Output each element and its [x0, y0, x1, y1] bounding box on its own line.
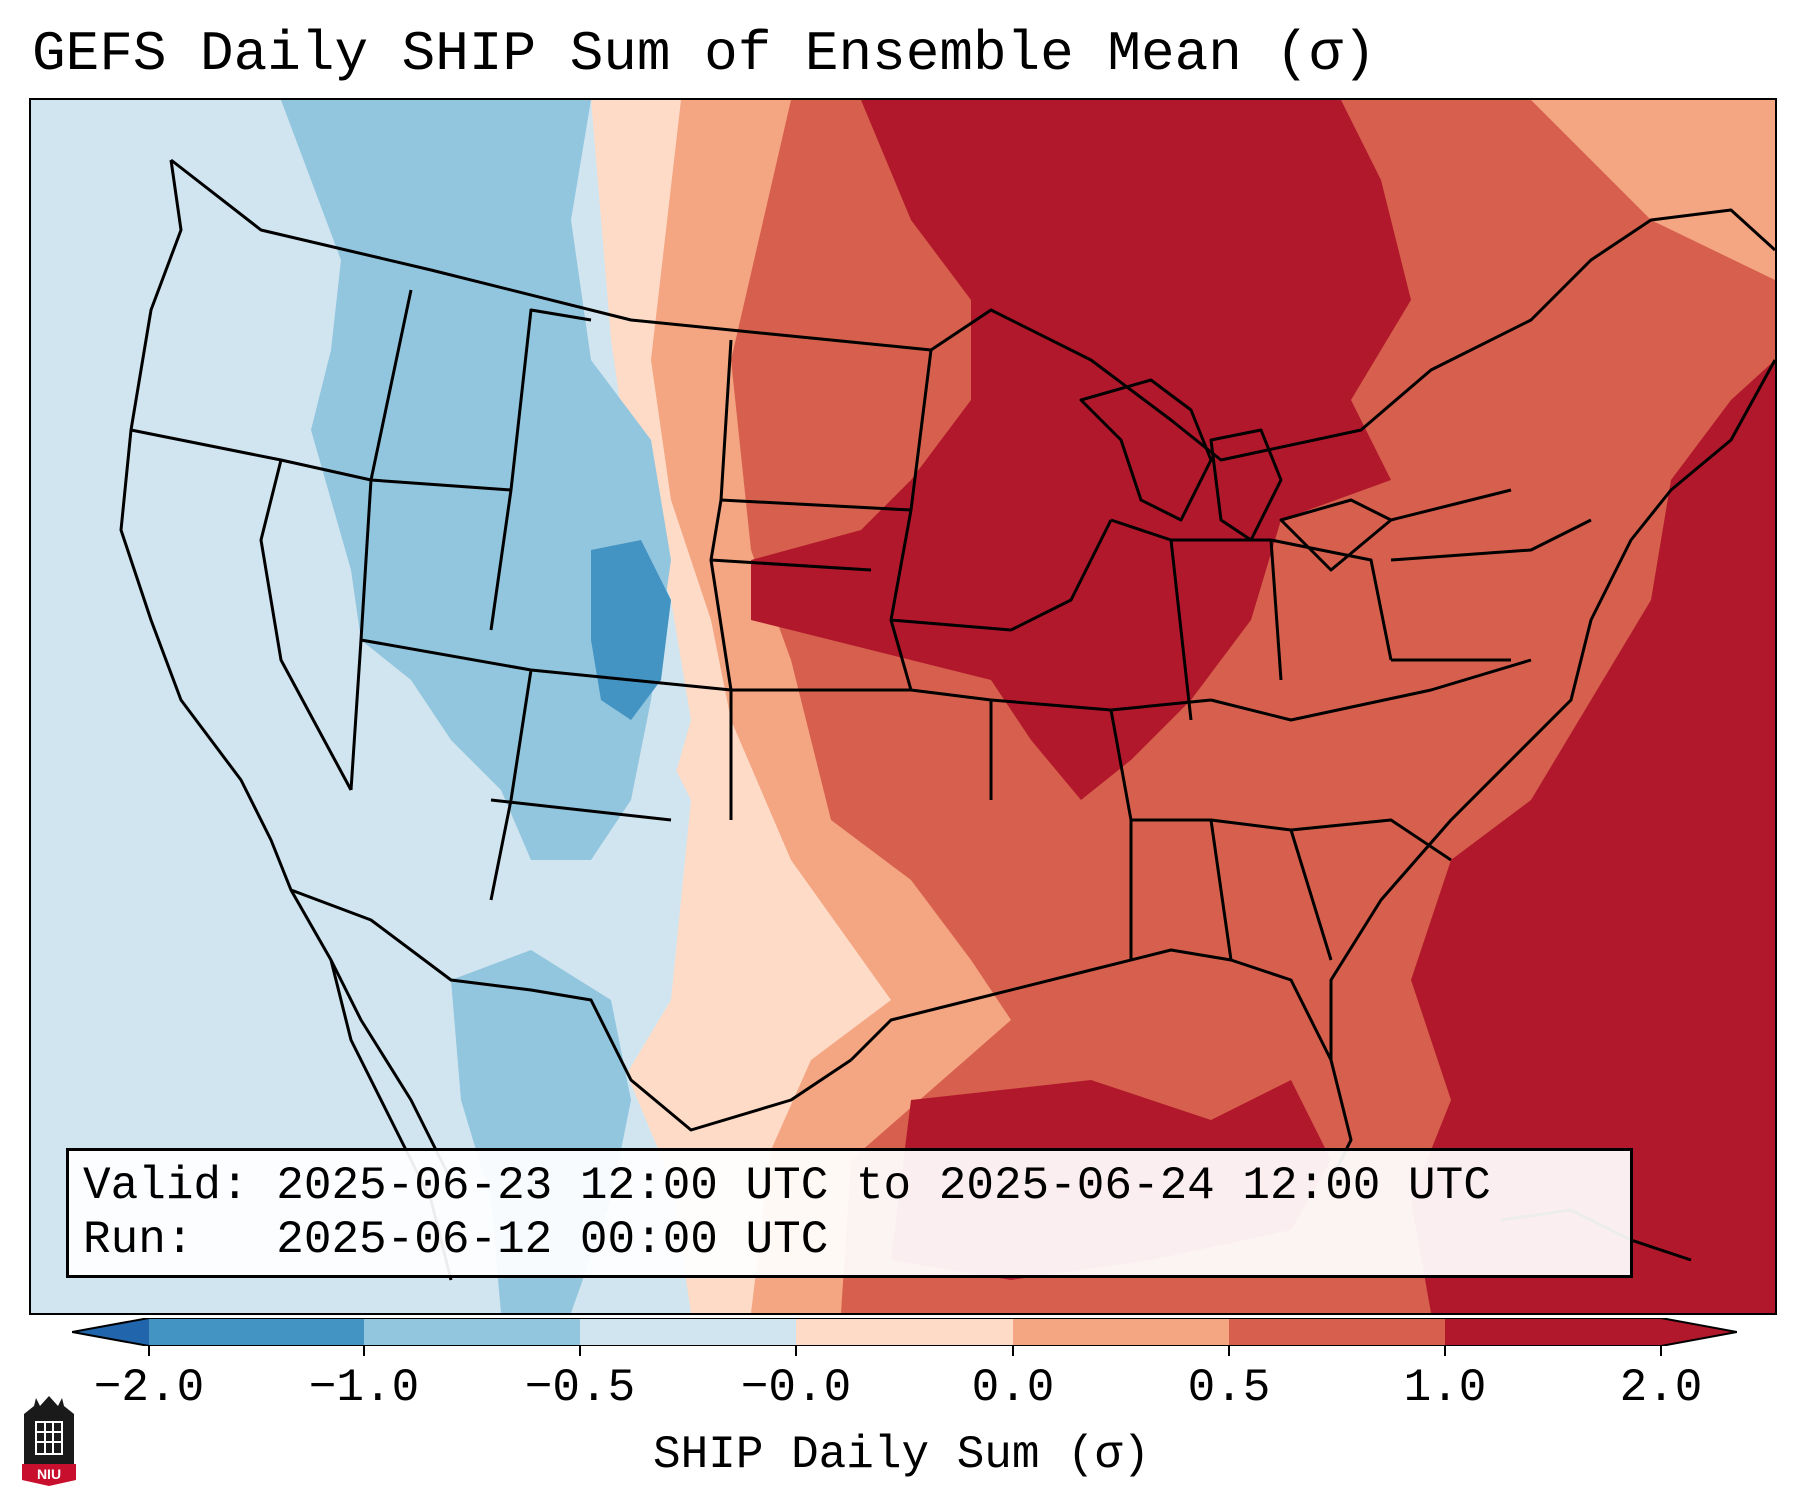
colorbar-tick — [148, 1346, 150, 1356]
colorbar-segment — [1229, 1318, 1445, 1346]
map-title: GEFS Daily SHIP Sum of Ensemble Mean (σ) — [32, 22, 1377, 86]
colorbar-tick-label: −0.5 — [524, 1362, 636, 1414]
niu-logo: NIU — [22, 1396, 76, 1486]
colorbar-segment — [1445, 1318, 1661, 1346]
anomaly-field-pos-extreme-atlantic — [1411, 360, 1775, 1313]
colorbar-segment — [580, 1318, 796, 1346]
colorbar-tick — [1660, 1346, 1662, 1356]
colorbar-tick — [1444, 1346, 1446, 1356]
colorbar-segment — [149, 1318, 364, 1346]
niu-logo-shield — [22, 1464, 76, 1486]
map-panel — [29, 98, 1777, 1315]
us-mexico-border — [290, 888, 852, 1132]
niu-logo-window-grid — [36, 1422, 62, 1454]
colorbar — [72, 1318, 1737, 1346]
niu-logo-text: NIU — [37, 1466, 61, 1482]
colorbar-segment — [1013, 1318, 1229, 1346]
state-lines-south — [1109, 658, 1532, 961]
valid-run-info-box: Valid: 2025-06-23 12:00 UTC to 2025-06-2… — [66, 1148, 1633, 1278]
colorbar-extend-high — [1661, 1318, 1737, 1346]
run-time-line: Run: 2025-06-12 00:00 UTC — [83, 1214, 829, 1266]
colorbar-tick-label: 2.0 — [1619, 1362, 1703, 1414]
colorbar-tick — [795, 1346, 797, 1356]
colorbar-tick-label: −0.0 — [740, 1362, 852, 1414]
gulf-coast — [849, 948, 1353, 1181]
anomaly-field-neg-moderate — [281, 100, 671, 860]
niu-logo-windows — [35, 1421, 63, 1455]
colorbar-tick-label: 0.5 — [1187, 1362, 1271, 1414]
colorbar-tick — [579, 1346, 581, 1356]
colorbar-tick-label: −2.0 — [93, 1362, 205, 1414]
colorbar-tick-label: −1.0 — [308, 1362, 420, 1414]
us-outline — [170, 158, 1775, 462]
colorbar-tick — [1228, 1346, 1230, 1356]
ship-anomaly-map — [31, 100, 1775, 1313]
west-coast — [119, 159, 453, 1181]
valid-time-line: Valid: 2025-06-23 12:00 UTC to 2025-06-2… — [83, 1160, 1491, 1212]
great-lakes — [1079, 378, 1512, 572]
colorbar-tick — [1012, 1346, 1014, 1356]
colorbar-segment — [796, 1318, 1013, 1346]
anomaly-field-pos-extreme-north — [751, 100, 1411, 800]
state-lines-midwest — [1010, 518, 1592, 721]
colorbar-tick — [363, 1346, 365, 1356]
boundaries — [119, 158, 1775, 1281]
colorbar-tick-label: 1.0 — [1403, 1362, 1487, 1414]
colorbar-label: SHIP Daily Sum (σ) — [653, 1429, 1150, 1481]
colorbar-extend-low — [72, 1318, 149, 1346]
colorbar-tick-label: 0.0 — [971, 1362, 1055, 1414]
east-coast — [1329, 359, 1775, 1060]
colorbar-segment — [364, 1318, 580, 1346]
anomaly-field-neg-strong — [591, 540, 671, 720]
